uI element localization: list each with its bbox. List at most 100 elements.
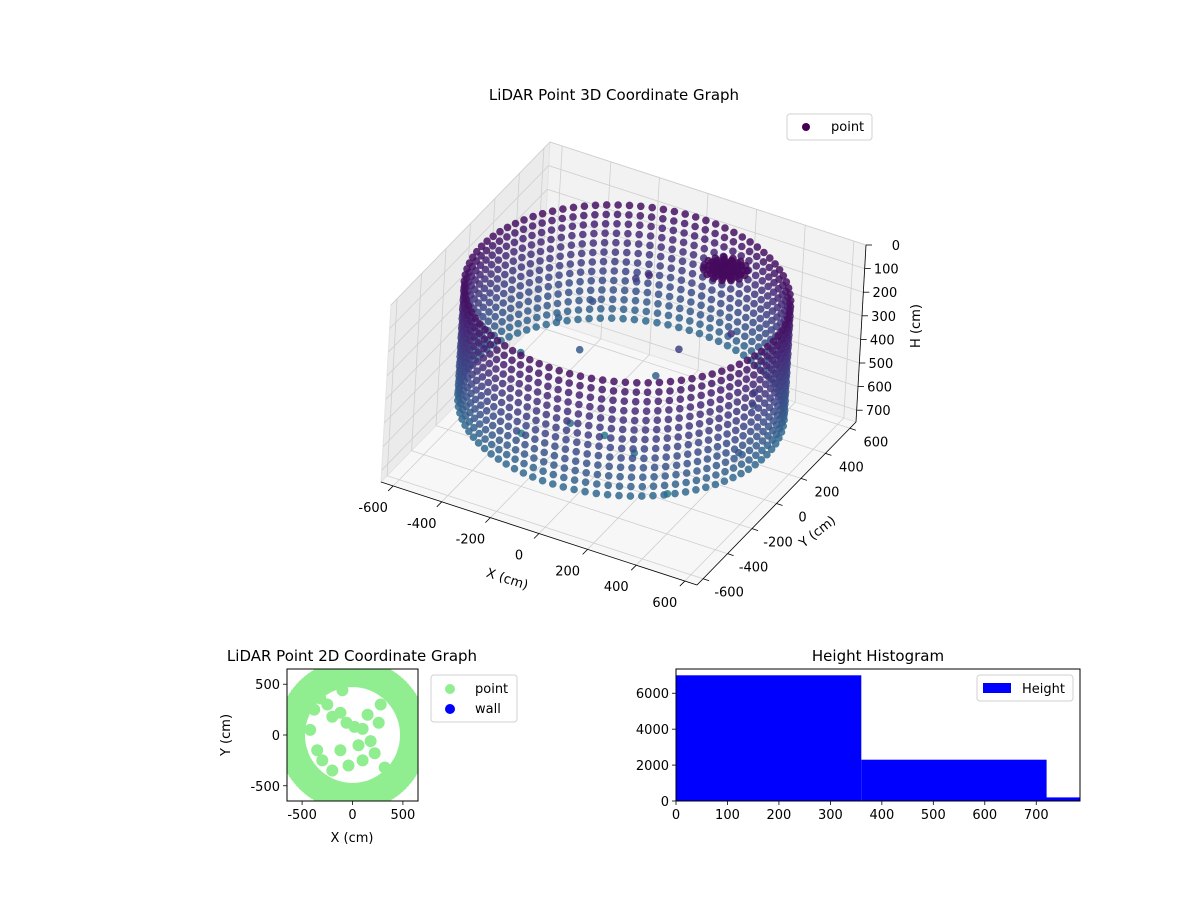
plot3d-point [624,229,632,238]
histogram-x-tick-label: 300 [818,808,843,823]
plot3d-point [543,301,551,310]
plot3d-point [612,238,620,247]
plot3d-point [750,299,758,308]
plot3d-point [679,238,688,247]
plot3d-point [685,326,694,335]
plot3d-point [696,401,705,409]
plot3d-point [729,464,738,472]
histogram-legend-box [976,674,1074,702]
plot3d-point [715,405,724,413]
plot3d-point [484,378,493,387]
plot3d-point [546,254,554,263]
plot3d-point [714,337,723,346]
plot3d-point [739,422,748,431]
plot3d-point [469,253,477,262]
plot3d-point [696,320,704,329]
plot3d-point [498,389,506,397]
plot3d-point [596,314,605,323]
plot3d-point [656,262,664,270]
plot3d-point [664,415,673,424]
plot3d-point [541,429,550,438]
plot3d-point [511,446,520,454]
plot3d-point [486,340,495,349]
plot3d-point [743,366,751,374]
plot3d-point [554,376,563,385]
plot3d-point [473,357,482,366]
plot3d-point [513,329,522,337]
plot3d-point [508,356,516,365]
plot3d-point [739,432,747,440]
plot3d-point [641,426,650,434]
plot3d-point [549,470,558,479]
plot3d-point [700,244,709,253]
plot3d-point [515,301,523,309]
plot3d-point [477,401,485,410]
plot2d-point [356,722,369,735]
grid-line-x [392,145,563,487]
plot3d-point [547,226,556,234]
plot3d-point [590,229,598,238]
plot3d-point [545,273,553,282]
plot3d-point [608,406,617,414]
plot3d-point [613,210,622,219]
plot3d-point [692,486,700,494]
plot3d-point [669,226,678,235]
plot3d-point [760,408,768,417]
plot3d-point [745,456,753,464]
plot3d-point [607,314,616,323]
plot3d-point [579,230,587,239]
plot3d-point [707,305,715,313]
plot3d-point [751,460,759,469]
plot3d-point [706,324,714,332]
plot3d-point [767,375,775,384]
plot3d-point [666,273,675,282]
plot3d-point [508,346,517,355]
plot3d-point [505,333,513,341]
plot3d-point [687,384,696,392]
plot3d-point [730,228,738,237]
plot3d-point [501,261,510,270]
plot3d-point [621,277,629,285]
plot3d-point [690,232,699,240]
plot3d-point [716,309,724,317]
plot3d-point [603,490,612,499]
plot3d-panes [380,140,867,586]
plot2d-legend-label-wall: wall [475,702,501,717]
plot3d-point [693,467,701,475]
plot3d-point [643,388,652,397]
plot3d-point [684,440,693,449]
plot2d-point [308,703,321,716]
plot2d-ticks: -500 0 500 500 0 -500 [250,678,415,823]
plot3d-point [602,201,611,209]
plot3d-point [685,431,693,440]
plot3d-point [620,296,628,304]
plot3d-point [574,306,583,314]
plot3d-point [609,396,617,405]
plot3d-point [753,243,762,251]
plot3d-point [533,313,541,322]
plot3d-point [575,296,583,305]
plot3d-point [625,211,633,219]
plot2d-point [417,740,418,745]
plot3d-point [485,308,493,316]
plot3d-point [576,268,585,277]
plot3d-point [598,385,606,394]
plot3d-point [525,278,534,287]
plot3d-point [507,365,516,374]
plot3d-point [632,388,641,397]
plot3d-point [527,250,535,259]
plot3d-point [631,397,640,406]
plot3d-point [608,295,617,304]
plot3d-point [733,318,742,326]
plot3d-point [645,271,653,280]
plot2d-point [356,754,369,767]
plot3d-point [486,289,494,297]
plot3d-point [524,297,533,306]
plot3d-point [686,403,695,411]
plot3d-point [649,491,657,500]
plot3d-point [488,242,497,250]
plot3d-point [747,418,755,426]
plot3d-point [581,478,590,487]
plot3d-point [781,320,790,329]
plot3d-point [726,373,735,382]
